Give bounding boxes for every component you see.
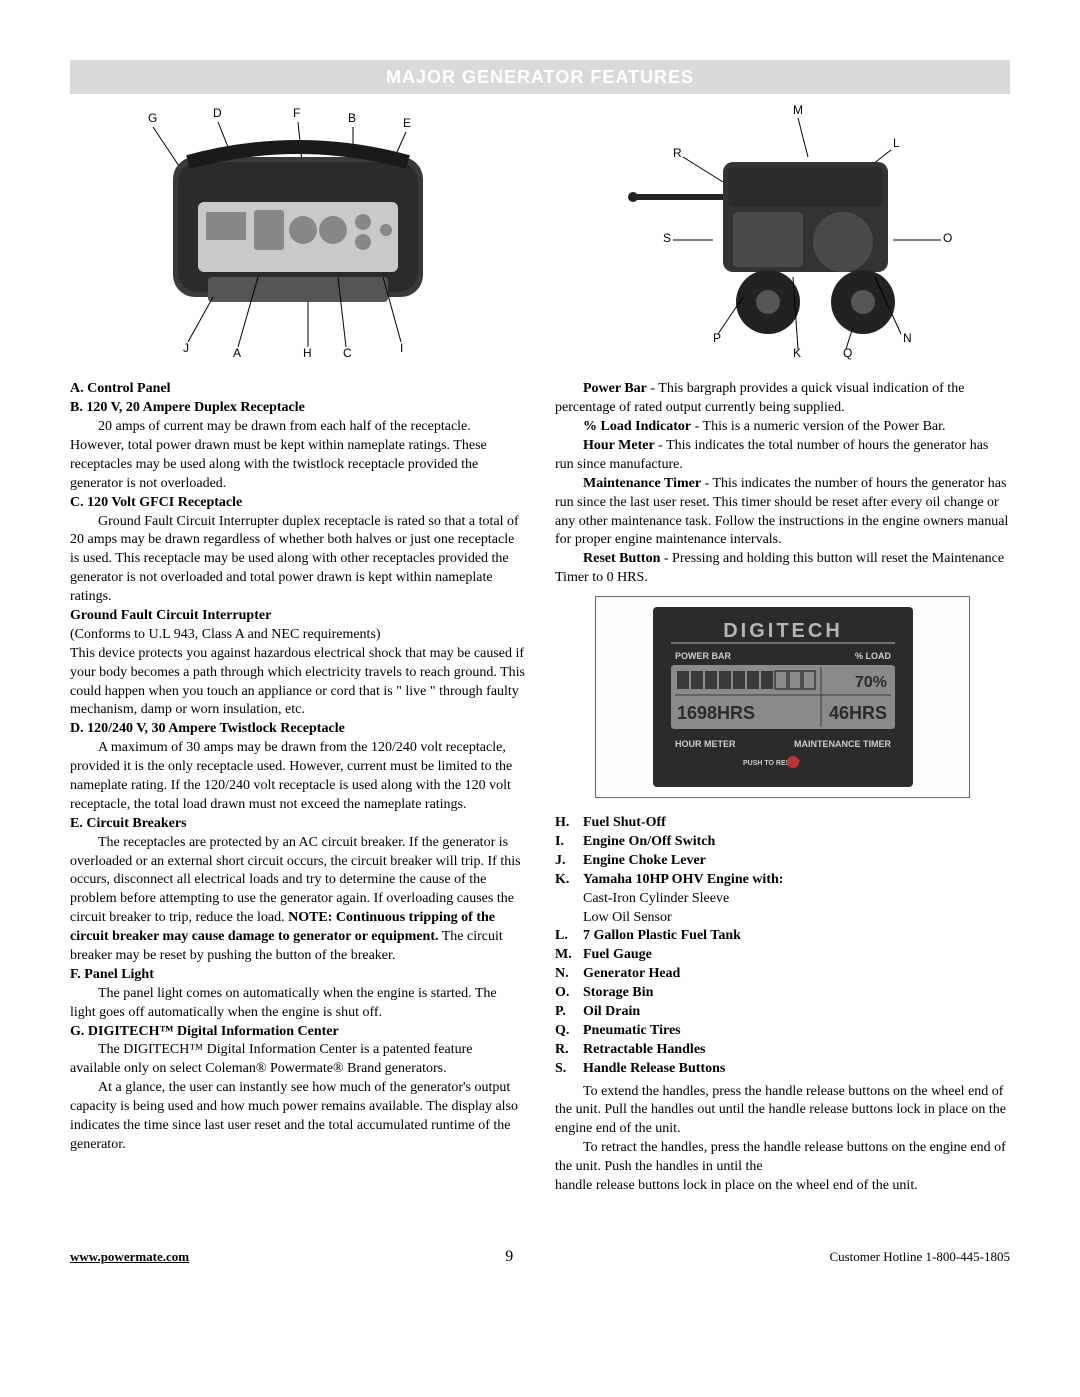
page-footer: www.powermate.com 9 Customer Hotline 1-8… <box>70 1246 1010 1268</box>
item-g-head: G. DIGITECH™ Digital Information Center <box>70 1023 525 1042</box>
item-g-text2: At a glance, the user can instantly see … <box>70 1079 525 1155</box>
item-e-text: The receptacles are protected by an AC c… <box>70 834 525 966</box>
svg-text:POWER BAR: POWER BAR <box>675 651 732 661</box>
item-f-text: The panel light comes on automatically w… <box>70 985 525 1023</box>
svg-text:R: R <box>673 146 682 160</box>
svg-text:HOUR METER: HOUR METER <box>675 739 736 749</box>
svg-text:Q: Q <box>843 346 852 360</box>
svg-text:L: L <box>893 136 900 150</box>
item-e-head: E. Circuit Breakers <box>70 815 525 834</box>
item-d-text: A maximum of 30 amps may be drawn from t… <box>70 739 525 815</box>
svg-text:70%: 70% <box>854 674 886 691</box>
gfci-text: This device protects you against hazardo… <box>70 645 525 721</box>
svg-text:% LOAD: % LOAD <box>855 651 892 661</box>
svg-text:D: D <box>213 106 222 120</box>
svg-text:C: C <box>343 346 352 360</box>
svg-text:E: E <box>403 116 411 130</box>
footer-hotline: Customer Hotline 1-800-445-1805 <box>829 1248 1010 1266</box>
footer-page: 9 <box>505 1246 513 1268</box>
svg-text:46HRS: 46HRS <box>828 703 886 723</box>
svg-text:G: G <box>148 111 157 125</box>
digitech-display: DIGITECH POWER BAR % LOAD 70% <box>595 596 970 798</box>
gfci-head: Ground Fault Circuit Interrupter <box>70 607 525 626</box>
svg-text:O: O <box>943 231 952 245</box>
section-title: MAJOR GENERATOR FEATURES <box>70 60 1010 94</box>
svg-text:F: F <box>293 106 300 120</box>
item-c-head: C. 120 Volt GFCI Receptacle <box>70 494 525 513</box>
left-content: A. Control Panel B. 120 V, 20 Ampere Dup… <box>70 380 525 1155</box>
generator-side-diagram: M R L S O P N <box>555 102 1010 362</box>
item-a-head: A. Control Panel <box>70 380 525 399</box>
item-d-head: D. 120/240 V, 30 Ampere Twistlock Recept… <box>70 720 525 739</box>
gfci-sub: (Conforms to U.L 943, Class A and NEC re… <box>70 626 525 645</box>
svg-text:J: J <box>183 341 189 355</box>
svg-text:N: N <box>903 331 912 345</box>
item-f-head: F. Panel Light <box>70 966 525 985</box>
item-b-text: 20 amps of current may be drawn from eac… <box>70 418 525 494</box>
control-panel-diagram: G D F B E <box>70 102 525 362</box>
svg-text:K: K <box>793 346 801 360</box>
svg-text:I: I <box>400 341 403 355</box>
item-g-text1: The DIGITECH™ Digital Information Center… <box>70 1041 525 1079</box>
handle-instructions: To extend the handles, press the handle … <box>555 1083 1010 1196</box>
right-content: Power Bar - This bargraph provides a qui… <box>555 380 1010 588</box>
item-b-head: B. 120 V, 20 Ampere Duplex Receptacle <box>70 399 525 418</box>
svg-text:A: A <box>233 346 241 360</box>
svg-text:H: H <box>303 346 312 360</box>
svg-text:DIGITECH: DIGITECH <box>723 620 843 642</box>
feature-list: H.Fuel Shut-Off I.Engine On/Off Switch J… <box>555 814 1010 1078</box>
svg-text:B: B <box>348 111 356 125</box>
svg-text:S: S <box>663 231 671 245</box>
item-c-text: Ground Fault Circuit Interrupter duplex … <box>70 513 525 607</box>
svg-text:1698HRS: 1698HRS <box>677 703 755 723</box>
footer-url: www.powermate.com <box>70 1248 189 1266</box>
svg-text:M: M <box>793 103 803 117</box>
svg-text:P: P <box>713 331 721 345</box>
svg-text:MAINTENANCE TIMER: MAINTENANCE TIMER <box>794 739 891 749</box>
